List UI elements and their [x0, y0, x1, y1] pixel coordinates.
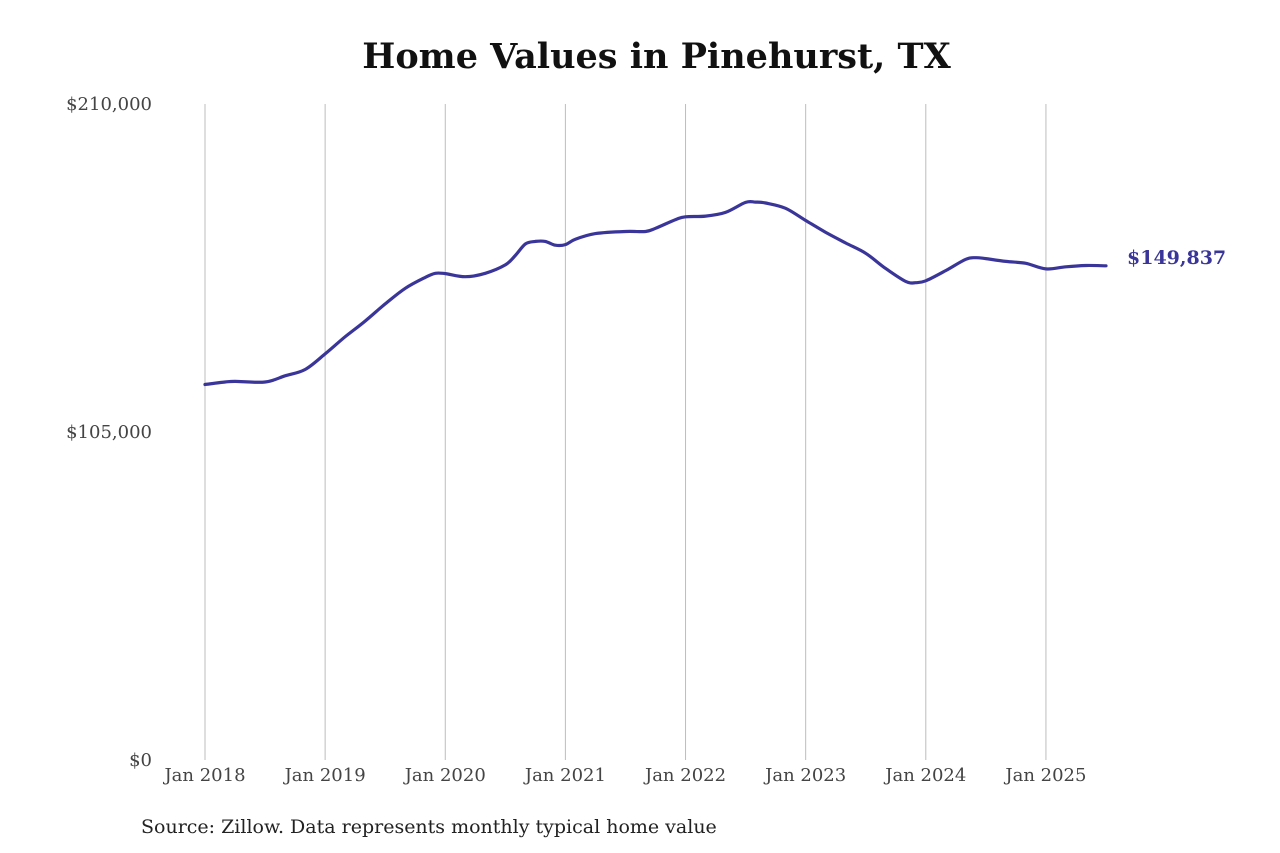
chart-title: Home Values in Pinehurst, TX [362, 36, 951, 77]
series-line [203, 199, 1108, 387]
x-tick-label: Jan 2025 [1003, 765, 1086, 786]
x-tick-label: Jan 2018 [162, 765, 245, 786]
x-tick-label: Jan 2019 [283, 765, 366, 786]
y-tick-label: $105,000 [66, 422, 152, 443]
x-tick-label: Jan 2020 [403, 765, 486, 786]
source-note: Source: Zillow. Data represents monthly … [141, 816, 717, 838]
x-tick-label: Jan 2023 [763, 765, 846, 786]
y-tick-label: $210,000 [66, 94, 152, 115]
x-tick-label: Jan 2021 [523, 765, 606, 786]
x-tick-label: Jan 2022 [643, 765, 726, 786]
end-value-label: $149,837 [1127, 247, 1226, 269]
y-tick-label: $0 [129, 750, 152, 771]
x-tick-label: Jan 2024 [883, 765, 966, 786]
